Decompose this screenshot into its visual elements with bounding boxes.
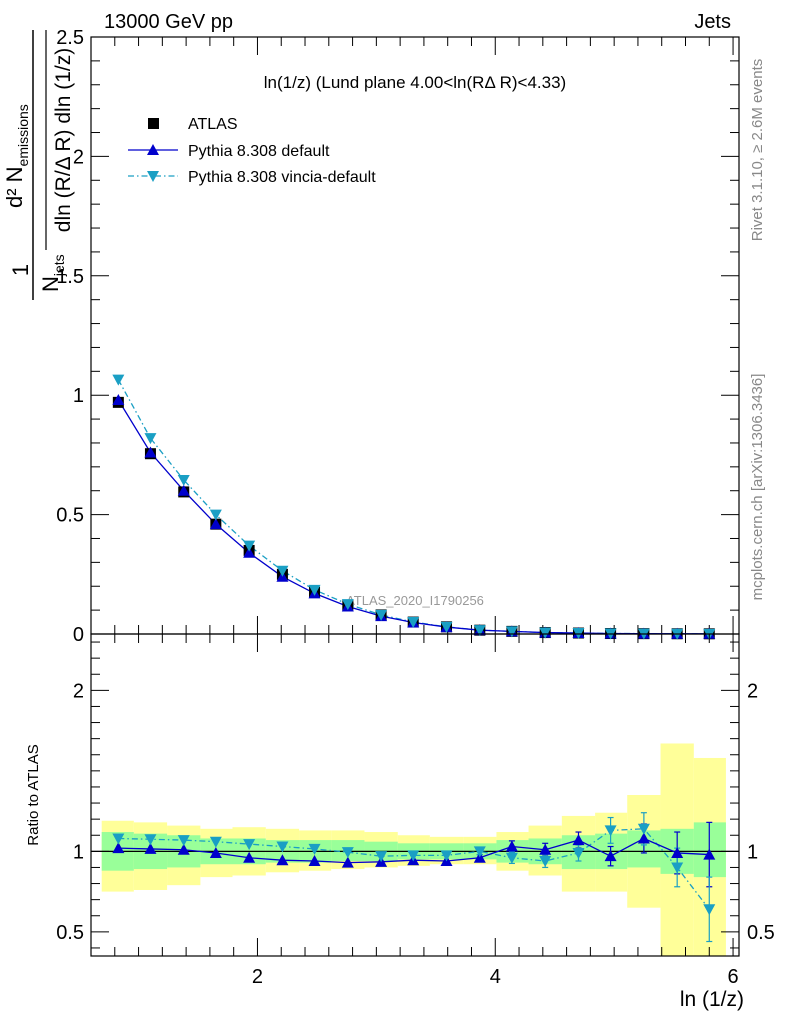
legend-default-label: Pythia 8.308 default: [188, 143, 330, 160]
default-ratio-point: [539, 843, 552, 855]
side-text-top: Rivet 3.1.10, ≥ 2.6M events: [749, 59, 766, 242]
default-ratio-point: [177, 843, 190, 855]
ratio-y-tick-label: 0.5: [56, 922, 84, 944]
y-tick-label: 1.5: [56, 266, 84, 288]
vincia-ratio-point: [473, 846, 486, 858]
vincia-ratio-point: [505, 852, 518, 864]
ratio-y-tick-label-right: 1: [747, 841, 758, 863]
legend-vincia-marker: [147, 171, 159, 182]
vincia-point: [473, 625, 486, 637]
vincia-ratio-point: [341, 847, 354, 859]
vincia-point: [539, 627, 552, 639]
ratio-y-tick-label-right: 2: [747, 680, 758, 702]
default-point: [144, 446, 157, 458]
vincia-point: [112, 374, 125, 386]
ratio-y-tick-label: 1: [73, 841, 84, 863]
vincia-point: [440, 621, 453, 633]
ratio-frame: [90, 633, 740, 957]
watermark: ATLAS_2020_I1790256: [346, 593, 484, 608]
x-axis-label: ln (1/z): [680, 988, 744, 1011]
vincia-ratio-point: [539, 856, 552, 868]
default-ratio-point: [112, 842, 125, 854]
ylabel-one: 1: [8, 264, 33, 276]
default-ratio-point: [671, 846, 684, 858]
vincia-point: [407, 617, 420, 629]
default-point: [243, 546, 256, 558]
default-ratio-point: [308, 855, 321, 867]
legend-atlas-marker: [148, 118, 159, 129]
y-tick-label: 0.5: [56, 505, 84, 527]
vincia-ratio-point: [308, 843, 321, 855]
y-tick-label: 2: [73, 146, 84, 168]
vincia-ratio-point: [572, 847, 585, 859]
ylabel-denominator: dln (R/Δ R) dln (1/z): [52, 48, 75, 232]
plot-title: ln(1/z) (Lund plane 4.00<ln(RΔ R)<4.33): [264, 73, 566, 92]
vincia-point: [308, 584, 321, 596]
vincia-ratio-point: [671, 862, 684, 874]
vincia-ratio-point: [144, 834, 157, 846]
default-ratio-point: [144, 842, 157, 854]
header-left: 13000 GeV pp: [104, 11, 233, 33]
default-ratio-point: [505, 840, 518, 852]
side-text-bottom: mcplots.cern.ch [arXiv:1306.3436]: [749, 374, 766, 601]
y-tick-label: 1: [73, 385, 84, 407]
default-ratio-point: [637, 832, 650, 844]
main-ylabel: 1 Njets d² Nemissions dln (R/Δ R) dln (1…: [2, 30, 75, 300]
vincia-ratio-point: [407, 850, 420, 862]
vincia-point: [144, 433, 157, 445]
vincia-point: [276, 565, 289, 577]
vincia-ratio-point: [440, 850, 453, 862]
ylabel-numerator: d² Nemissions: [2, 104, 31, 208]
ratio-y-tick-label: 2: [73, 680, 84, 702]
vincia-ratio-point: [703, 904, 716, 916]
default-point: [177, 484, 190, 496]
vincia-ratio-point: [209, 836, 222, 848]
default-point: [209, 518, 222, 530]
vincia-point: [209, 509, 222, 521]
x-tick-label: 6: [727, 966, 738, 988]
legend-atlas-label: ATLAS: [188, 116, 238, 133]
vincia-point: [341, 599, 354, 611]
vincia-ratio-point: [243, 839, 256, 851]
vincia-point: [505, 626, 518, 638]
ratio-plot: 2 4 6 0.5 0.5 1 1 2 2: [56, 633, 775, 988]
ratio-ylabel: Ratio to ATLAS: [25, 744, 42, 845]
header-right: Jets: [694, 11, 731, 33]
x-tick-label: 2: [252, 966, 263, 988]
default-ratio-point: [276, 854, 289, 866]
default-ratio-point: [604, 850, 617, 862]
legend-vincia-label: Pythia 8.308 vincia-default: [188, 169, 376, 186]
ratio-y-tick-label-right: 0.5: [747, 922, 775, 944]
vincia-ratio-point: [112, 833, 125, 845]
vincia-point: [177, 474, 190, 486]
default-ratio-point: [243, 851, 256, 863]
default-ratio-point: [341, 856, 354, 868]
x-tick-label: 4: [490, 966, 501, 988]
default-point: [112, 393, 125, 405]
default-ratio-point: [572, 834, 585, 846]
ylabel-njets: Njets: [38, 254, 67, 292]
default-ratio-point: [703, 848, 716, 860]
vincia-point: [243, 540, 256, 552]
default-ratio-point: [209, 846, 222, 858]
vincia-ratio-point: [375, 851, 388, 863]
vincia-ratio-point: [604, 825, 617, 837]
y-tick-label: 0: [73, 624, 84, 646]
legend: ATLAS Pythia 8.308 default Pythia 8.308 …: [128, 116, 376, 186]
vincia-ratio-point: [177, 835, 190, 847]
vincia-point: [375, 609, 388, 621]
y-tick-label: 2.5: [56, 27, 84, 49]
legend-default-marker: [147, 144, 159, 155]
vincia-ratio-point: [276, 841, 289, 853]
vincia-ratio-point: [637, 823, 650, 835]
